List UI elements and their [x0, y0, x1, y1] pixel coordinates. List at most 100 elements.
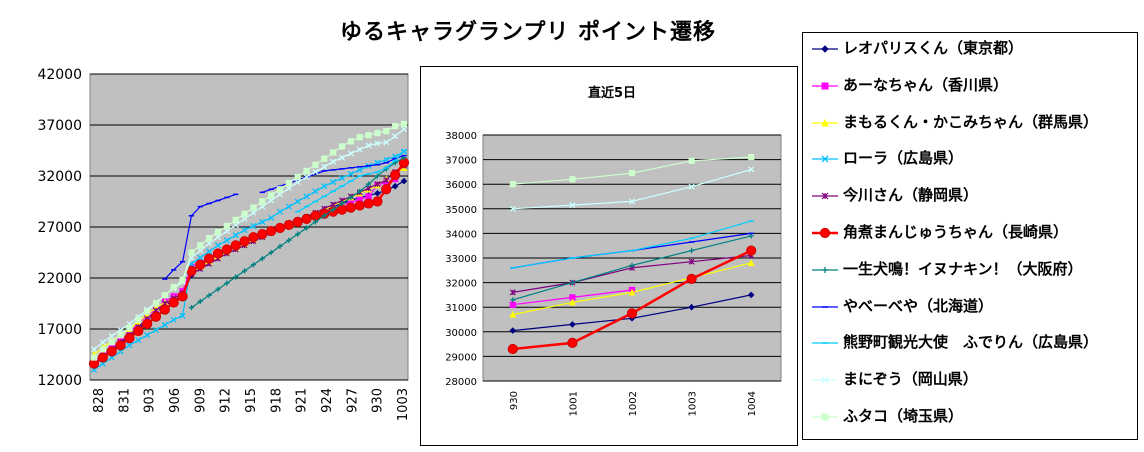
- data-point: [115, 340, 126, 351]
- data-point: [232, 232, 239, 239]
- data-point: [746, 245, 757, 256]
- data-point: [356, 146, 363, 153]
- data-point: [400, 126, 408, 133]
- data-point: [567, 337, 578, 348]
- data-point: [509, 327, 517, 334]
- legend-item: 今川さん（静岡県）: [803, 182, 1139, 218]
- data-point: [628, 288, 636, 296]
- x-tick-label: 924: [320, 388, 335, 413]
- data-point: [212, 248, 224, 259]
- series-8-overall: [162, 154, 407, 280]
- data-point: [294, 173, 301, 181]
- data-point: [241, 210, 248, 217]
- data-point: [99, 346, 106, 353]
- y-tick-label: 31000: [445, 303, 477, 314]
- data-point: [357, 188, 363, 194]
- data-point: [303, 193, 310, 200]
- legend-item: 熊野町観光大使 ふでりん（広島県）: [803, 329, 1139, 365]
- data-point: [354, 200, 365, 211]
- data-point: [106, 346, 117, 357]
- data-point: [179, 276, 186, 284]
- legend-marker: [819, 227, 831, 239]
- y-tick-label: 35000: [445, 205, 477, 216]
- data-point: [259, 203, 266, 210]
- data-point: [124, 333, 135, 344]
- data-point: [400, 120, 408, 128]
- data-point: [97, 352, 108, 363]
- data-point: [250, 222, 257, 230]
- data-point: [321, 155, 328, 162]
- data-point: [283, 219, 294, 231]
- data-point: [686, 273, 697, 285]
- data-point: [688, 157, 695, 164]
- data-point: [215, 286, 221, 292]
- data-point: [168, 297, 179, 308]
- x-tick-label: 927: [345, 388, 360, 413]
- series-7-overall: [188, 155, 407, 311]
- legend-label: レオパリスくん（東京都）: [843, 39, 1024, 57]
- x-tick-label: 1004: [747, 391, 758, 416]
- data-point: [286, 237, 292, 243]
- data-point: [285, 203, 292, 210]
- x-tick-label: 1002: [628, 391, 639, 416]
- data-point: [152, 300, 160, 307]
- legend-item: やべーべや（北海道）: [803, 293, 1139, 329]
- data-point: [108, 339, 115, 346]
- data-point: [345, 202, 356, 213]
- data-point: [374, 173, 381, 179]
- x-tick-label: 906: [168, 388, 183, 413]
- legend-swatch: [812, 192, 838, 200]
- data-point: [338, 174, 346, 182]
- data-point: [747, 291, 755, 299]
- data-point: [383, 128, 390, 135]
- data-point: [126, 324, 133, 332]
- data-point: [392, 133, 399, 140]
- series-11-recent: [509, 154, 755, 188]
- legend-swatch: [812, 376, 838, 384]
- legend-item: ふタコ（埼玉県）: [803, 403, 1139, 439]
- data-point: [230, 240, 241, 251]
- data-point: [170, 316, 177, 323]
- series-4-overall: [90, 148, 408, 373]
- data-point: [268, 249, 274, 256]
- x-tick-label: 912: [219, 388, 234, 413]
- y-tick-label: 28000: [445, 377, 477, 388]
- data-point: [144, 308, 151, 315]
- legend-item: ローラ（広島県）: [803, 145, 1139, 181]
- data-point: [248, 232, 259, 243]
- data-point: [274, 222, 286, 234]
- data-point: [276, 186, 284, 193]
- legend-label: 今川さん（静岡県）: [843, 186, 979, 205]
- data-point: [204, 253, 215, 264]
- legend-swatch: [812, 227, 838, 239]
- data-point: [214, 234, 222, 241]
- legend-item: 角煮まんじゅうちゃん（長崎県）: [803, 219, 1139, 255]
- legend-item: あーなちゃん（香川県）: [803, 72, 1139, 108]
- data-point: [374, 130, 381, 137]
- data-point: [135, 316, 142, 323]
- data-point: [135, 337, 142, 344]
- legend-swatch: [812, 305, 838, 308]
- y-tick-label: 37000: [445, 156, 477, 167]
- x-tick-label: 930: [509, 391, 520, 410]
- data-point: [133, 325, 144, 337]
- data-point: [507, 343, 518, 355]
- data-point: [126, 342, 133, 349]
- data-point: [214, 229, 222, 236]
- data-point: [312, 188, 319, 195]
- data-point: [400, 177, 408, 185]
- data-point: [303, 225, 310, 231]
- data-point: [321, 183, 328, 190]
- data-point: [569, 280, 575, 286]
- x-tick-label: 918: [269, 388, 284, 413]
- data-point: [391, 182, 399, 190]
- data-point: [214, 242, 222, 249]
- data-point: [748, 166, 755, 173]
- y-tick-label: 27000: [37, 220, 82, 236]
- data-point: [152, 326, 160, 334]
- legend-swatch: [812, 342, 838, 345]
- data-point: [510, 297, 516, 303]
- recent-5-days-chart: 直近5日 28000 29000 30000 31000 32000 33000 34000 3…: [445, 85, 782, 416]
- legend-marker: [821, 155, 829, 163]
- legend-label: ふタコ（埼玉県）: [843, 407, 964, 425]
